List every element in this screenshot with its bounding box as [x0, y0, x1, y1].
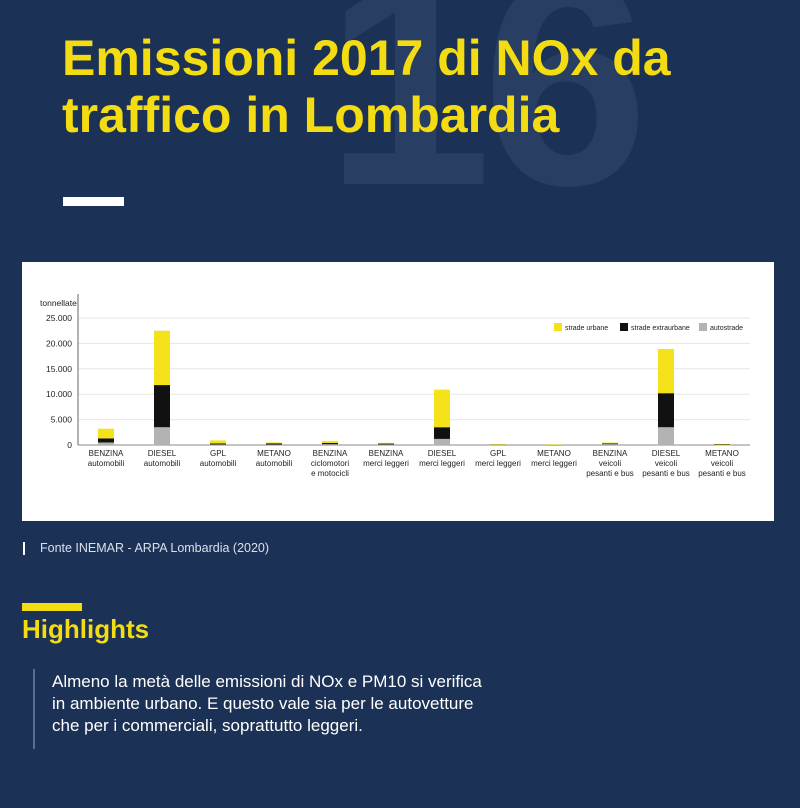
y-tick-label: 10.000: [46, 389, 72, 399]
x-tick-label: veicoli: [711, 459, 733, 468]
bar-segment: [322, 442, 338, 445]
x-tick-label: GPL: [210, 449, 227, 458]
x-tick-label: merci leggeri: [531, 459, 577, 468]
bar-segment: [658, 427, 674, 445]
bar-segment: [378, 442, 394, 444]
legend-label: strade urbane: [565, 325, 608, 332]
x-tick-label: BENZINA: [369, 449, 404, 458]
x-tick-label: GPL: [490, 449, 507, 458]
bar-segment: [322, 444, 338, 445]
y-tick-label: 5.000: [51, 415, 73, 425]
bar-segment: [602, 444, 618, 445]
x-tick-label: pesanti e bus: [698, 469, 746, 478]
grid-lines: 0 5.000 10.000 15.000 20.000 25.000: [46, 294, 750, 450]
bar-segment: [602, 443, 618, 445]
x-tick-label: merci leggeri: [419, 459, 465, 468]
y-axis-label: tonnellate: [40, 298, 77, 308]
x-tick-label: veicoli: [655, 459, 677, 468]
emissions-chart: tonnellate 0 5.000 10.000 15.000 20.000 25.00…: [40, 294, 750, 478]
x-tick-label: DIESEL: [652, 449, 681, 458]
page-title: Emissioni 2017 di NOx da traffico in Lom…: [62, 30, 671, 143]
legend-swatch: [699, 323, 707, 331]
x-tick-label: METANO: [537, 449, 571, 458]
bar-segment: [210, 440, 226, 444]
highlights-quote-line: [33, 669, 35, 749]
x-tick-label: METANO: [705, 449, 739, 458]
bar-segment: [714, 444, 730, 445]
y-tick-label: 25.000: [46, 313, 72, 323]
source-marker: [23, 542, 25, 555]
bar-segment: [154, 385, 170, 428]
x-tick-label: DIESEL: [428, 449, 457, 458]
legend-label: autostrade: [710, 325, 743, 332]
highlights-text: Almeno la metà delle emissioni di NOx e …: [52, 672, 482, 735]
x-tick-label: e motocicli: [311, 469, 349, 478]
legend-swatch: [554, 323, 562, 331]
bar-segment: [154, 330, 170, 386]
bar-segment: [434, 389, 450, 428]
legend: strade urbane strade extraurbane autostrad…: [554, 323, 743, 332]
bar-segment: [266, 444, 282, 446]
chart-card: tonnellate 0 5.000 10.000 15.000 20.000 25.00…: [22, 262, 774, 521]
x-tick-label: automobili: [144, 459, 181, 468]
x-tick-label: merci leggeri: [363, 459, 409, 468]
bar-segment: [490, 444, 506, 446]
x-tick-label: pesanti e bus: [642, 469, 690, 478]
highlights-title: Highlights: [22, 614, 150, 644]
bar-segment: [266, 443, 282, 445]
bar-segment: [490, 444, 506, 445]
x-tick-label: merci leggeri: [475, 459, 521, 468]
x-tick-label: automobili: [88, 459, 125, 468]
bar-segment: [154, 427, 170, 445]
x-tick-label: BENZINA: [89, 449, 124, 458]
bar-segment: [546, 444, 562, 445]
bar-segment: [322, 440, 338, 443]
title-underline: [63, 197, 124, 206]
x-tick-label: ciclomotori: [311, 459, 349, 468]
x-tick-label: BENZINA: [593, 449, 628, 458]
x-axis-labels: BENZINAautomobiliDIESELautomobiliGPLauto…: [88, 449, 746, 478]
legend-swatch: [620, 323, 628, 331]
bar-segment: [98, 442, 114, 445]
x-tick-label: veicoli: [599, 459, 621, 468]
x-tick-label: automobili: [256, 459, 293, 468]
bar-segment: [714, 444, 730, 446]
bar-segment: [602, 442, 618, 444]
source-note: Fonte INEMAR - ARPA Lombardia (2020): [40, 541, 270, 555]
x-tick-label: DIESEL: [148, 449, 177, 458]
y-tick-label: 15.000: [46, 364, 72, 374]
bar-segment: [490, 444, 506, 446]
legend-label: strade extraurbane: [631, 325, 690, 332]
x-tick-label: automobili: [200, 459, 237, 468]
bar-segment: [434, 438, 450, 445]
background-number: 16: [325, 0, 649, 248]
bar-segment: [98, 438, 114, 443]
bar-segment: [434, 427, 450, 439]
bar-segment: [658, 348, 674, 394]
bar-segment: [546, 444, 562, 446]
bars: [98, 330, 730, 446]
bar-segment: [266, 442, 282, 444]
highlights-rule: [22, 603, 82, 611]
x-tick-label: BENZINA: [313, 449, 348, 458]
bar-segment: [378, 443, 394, 445]
bar-segment: [658, 393, 674, 428]
bar-segment: [210, 443, 226, 445]
x-tick-label: METANO: [257, 449, 291, 458]
bar-segment: [714, 443, 730, 445]
x-tick-label: pesanti e bus: [586, 469, 634, 478]
bar-segment: [98, 428, 114, 439]
bar-segment: [210, 444, 226, 445]
y-tick-label: 20.000: [46, 338, 72, 348]
y-tick-label: 0: [67, 440, 72, 450]
bar-segment: [378, 444, 394, 445]
